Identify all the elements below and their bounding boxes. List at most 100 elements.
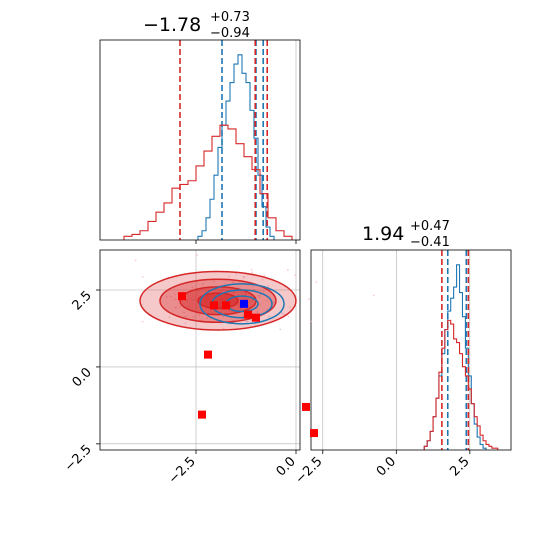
- joint-sample-dot: [243, 297, 246, 299]
- joint-sample-dot: [239, 307, 242, 310]
- joint-sample-dot: [272, 301, 275, 304]
- joint-sample-dot: [194, 297, 197, 300]
- joint-sample-dot: [228, 275, 231, 277]
- joint-sample-dot: [250, 319, 253, 322]
- joint-red-marker-1: [210, 301, 218, 310]
- param1-marginal-panel: [99, 39, 301, 244]
- joint-sample-dot: [242, 312, 245, 315]
- joint-sample-dot: [198, 314, 201, 317]
- joint-sample-dot: [188, 304, 191, 307]
- joint-sample-dot: [175, 306, 178, 309]
- joint-sample-dot: [186, 293, 189, 296]
- joint-sample-dot: [205, 317, 208, 320]
- joint-sample-dot: [186, 298, 189, 301]
- param2-lower-error: −0.41: [410, 235, 450, 250]
- joint-sample-dot: [309, 320, 312, 323]
- joint-sample-dot: [240, 291, 243, 294]
- joint-sample-dot: [221, 289, 224, 292]
- joint-sample-dot: [184, 315, 187, 318]
- param1-histogram-series-0: [197, 54, 275, 240]
- param2-upper-error: +0.47: [410, 219, 450, 234]
- joint-ytick-label-1: 0.0: [70, 365, 95, 390]
- joint-red-marker-6: [198, 410, 206, 419]
- joint-frame: [99, 249, 301, 451]
- joint-sample-dot: [191, 298, 194, 301]
- joint-ytick-label-0: −2.5: [62, 442, 95, 475]
- joint-sample-dot: [174, 298, 176, 301]
- joint-sample-dot: [228, 309, 231, 311]
- param2-title: 1.94 +0.47 −0.41: [362, 219, 450, 250]
- joint-sample-dot: [232, 281, 235, 283]
- joint-sample-dot: [245, 320, 248, 323]
- joint-sample-dot: [283, 313, 286, 316]
- joint-sample-dot: [307, 298, 310, 301]
- joint-sample-dot: [288, 306, 291, 309]
- joint-red-marker-0: [178, 292, 186, 301]
- param2-median: 1.94: [362, 223, 404, 245]
- joint-sample-dot: [242, 275, 245, 278]
- param2-frame: [310, 249, 512, 451]
- joint-sample-dot: [183, 311, 185, 314]
- joint-sample-dot: [251, 271, 254, 274]
- joint-sample-dot: [279, 328, 282, 331]
- joint-sample-dot: [141, 320, 144, 323]
- joint-blue-marker-0: [240, 299, 248, 308]
- joint-sample-dot: [134, 259, 137, 262]
- param1-upper-error: +0.73: [210, 10, 250, 25]
- joint-sample-dot: [250, 268, 253, 271]
- joint-sample-dot: [258, 303, 261, 306]
- joint-sample-dot: [256, 311, 259, 313]
- joint-sample-dot: [225, 289, 228, 292]
- joint-sample-dot: [220, 311, 223, 313]
- joint-sample-dot: [267, 284, 270, 287]
- joint-sample-dot: [191, 286, 194, 289]
- joint-sample-dot: [259, 294, 262, 296]
- joint-sample-dot: [262, 290, 265, 293]
- joint-sample-dot: [179, 305, 181, 308]
- joint-sample-dot: [232, 291, 235, 294]
- param1-frame: [99, 39, 301, 241]
- joint-sample-dot: [281, 312, 284, 315]
- joint-sample-dot: [237, 305, 240, 308]
- joint-sample-dot: [184, 322, 187, 325]
- joint-sample-dot: [196, 254, 198, 256]
- joint-sample-dot: [257, 294, 259, 297]
- joint-red-marker-4: [252, 313, 260, 322]
- param2-xtick-label-1: 0.0: [374, 454, 399, 479]
- joint-sample-dot: [174, 293, 176, 296]
- joint-sample-dot: [207, 288, 210, 291]
- joint-sample-dot: [211, 311, 213, 314]
- joint-red-marker-8: [310, 429, 318, 438]
- joint-sample-dot: [263, 274, 266, 277]
- joint-sample-dot: [192, 295, 194, 298]
- param2-marginal-panel: −2.5 0.0 2.5: [293, 249, 512, 487]
- param1-lower-error: −0.94: [210, 26, 250, 41]
- joint-sample-dot: [251, 299, 254, 302]
- joint-contour-1-0: [199, 283, 285, 325]
- param1-title: −1.78 +0.73 −0.94: [143, 10, 250, 41]
- joint-sample-dot: [192, 315, 195, 318]
- joint-sample-dot: [315, 281, 318, 284]
- joint-sample-dot: [286, 269, 289, 271]
- param2-xtick-label-2: 2.5: [447, 454, 472, 479]
- joint-sample-dot: [261, 278, 264, 281]
- joint-sample-dot: [244, 291, 247, 294]
- joint-sample-dot: [244, 293, 247, 296]
- joint-sample-dot: [168, 316, 171, 319]
- joint-sample-dot: [237, 304, 240, 306]
- joint-sample-dot: [189, 297, 192, 300]
- joint-red-marker-5: [204, 350, 212, 359]
- joint-sample-dot: [213, 280, 215, 283]
- joint-sample-dot: [170, 295, 172, 298]
- param1-median: −1.78: [143, 14, 201, 36]
- joint-xtick-label-0: −2.5: [166, 454, 199, 487]
- joint-sample-dot: [220, 308, 223, 311]
- joint-red-marker-2: [222, 301, 230, 310]
- joint-sample-dot: [205, 307, 208, 310]
- joint-sample-dot: [265, 299, 268, 302]
- joint-sample-dot: [141, 276, 144, 279]
- joint-sample-dot: [372, 294, 375, 297]
- joint-sample-dot: [287, 315, 290, 318]
- param2-xtick-label-0: −2.5: [293, 454, 326, 487]
